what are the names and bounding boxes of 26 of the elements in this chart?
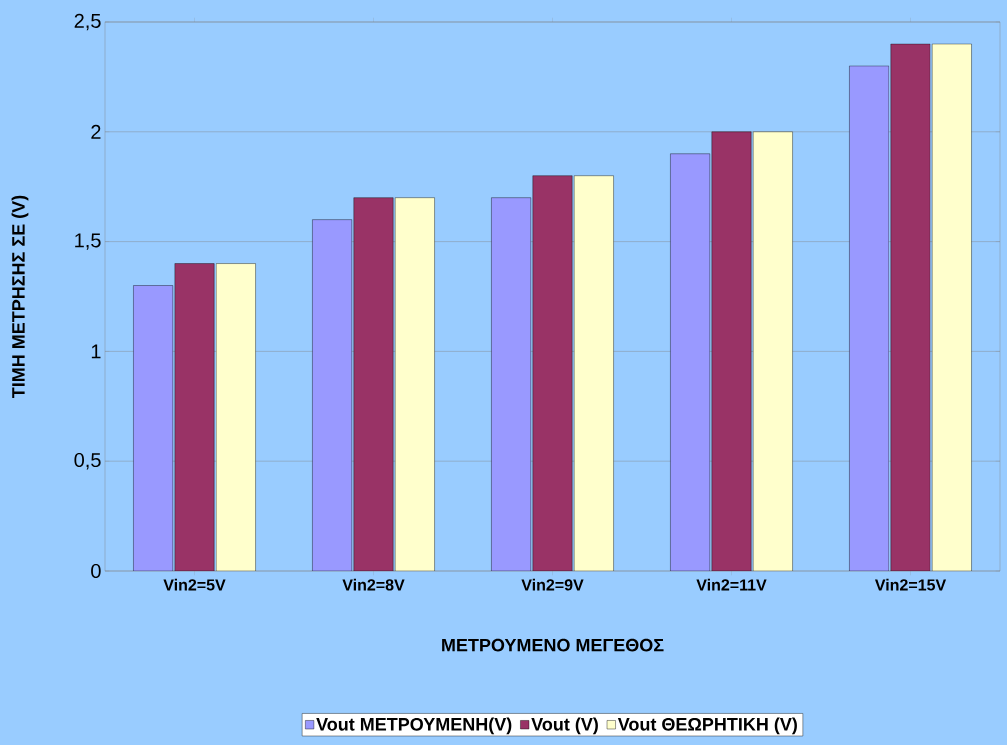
bar (394, 197, 435, 571)
legend-label: Vout (V) (531, 717, 598, 735)
y-tick-label: 2,5 (74, 13, 101, 31)
y-tick-label: 0 (91, 563, 101, 579)
x-tick-label: Vin2=8V (342, 578, 405, 591)
bar (573, 175, 614, 571)
y-tick-label: 1 (91, 344, 101, 359)
x-tick-label: Vin2=11V (696, 578, 767, 591)
bar (711, 131, 752, 571)
y-tick-label: 1,5 (75, 233, 101, 250)
bar (532, 175, 573, 571)
x-axis-title: ΜΕΤΡΟΥΜΕΝΟ ΜΕΓΕΘΟΣ (442, 638, 664, 652)
bar (890, 43, 931, 571)
y-axis-title: ΤΙΜΗ ΜΕΤΡΗΣΗΣ ΣΕ (V) (11, 195, 29, 398)
bar (353, 197, 394, 571)
bar (752, 131, 793, 571)
legend-label: Vout ΜΕΤΡΟΥΜΕΝΗ(V) (316, 717, 512, 735)
bar (174, 263, 215, 571)
y-tick-label: 2 (91, 124, 101, 139)
y-tick-label: 0,5 (74, 452, 101, 470)
legend-label: Vout ΘΕΩΡΗΤΙΚΗ (V) (617, 717, 797, 735)
x-tick-label: Vin2=5V (163, 578, 226, 591)
bar (215, 263, 256, 571)
x-tick-label: Vin2=9V (521, 578, 584, 591)
x-tick-label: Vin2=15V (874, 578, 947, 591)
bar (931, 43, 972, 571)
